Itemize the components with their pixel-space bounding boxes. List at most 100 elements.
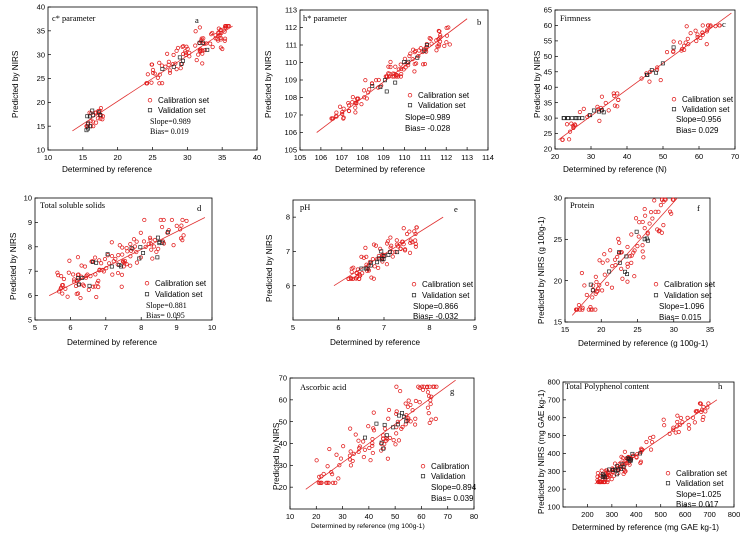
panel-h-points xyxy=(595,401,711,485)
panel-b-calibration-point xyxy=(393,64,398,69)
panel-f-calibration-point xyxy=(659,197,665,202)
panel-h-calibration-point xyxy=(662,423,667,428)
panel-d-calibration-point xyxy=(95,280,100,286)
panel-b-xtick-label: 107 xyxy=(336,153,349,162)
panel-d-legend-validation-marker xyxy=(144,292,150,297)
panel-g-xlabel: Determined by reference (mg 100g-1) xyxy=(311,523,425,530)
panel-b-calibration-point xyxy=(376,77,381,83)
panel-d-validation-point xyxy=(155,235,160,240)
panel-b-xlabel: Determined by reference xyxy=(335,165,426,174)
panel-e-ylabel: Predicted by NIRS xyxy=(265,234,274,302)
panel-f-calibration-point xyxy=(579,270,584,276)
panel-g-calibration-point xyxy=(394,431,399,436)
panel-g-calibration-point xyxy=(400,424,405,429)
panel-h-calibration-point xyxy=(627,462,632,467)
panel-g-calibration-point xyxy=(329,469,334,475)
panel-f-protein: Protein f Calibration set Validation set… xyxy=(537,194,716,348)
panel-e-calibration-point xyxy=(370,256,375,262)
panel-g-calibration-point xyxy=(370,437,375,442)
panel-d-calibration-point xyxy=(109,240,114,245)
panel-g-ytick-label: 20 xyxy=(279,483,287,492)
panel-a-calibration-point xyxy=(196,52,201,57)
panel-e-letter: e xyxy=(454,204,458,214)
panel-a-calibration-point xyxy=(149,80,154,85)
panel-c-validation-point xyxy=(649,68,654,73)
panel-b-validation-point xyxy=(406,59,411,64)
panel-c-calibration-point xyxy=(700,30,705,35)
panel-f-calibration-point xyxy=(612,257,618,262)
panel-c-calibration-point xyxy=(603,100,608,106)
panel-b-calibration-point xyxy=(384,74,389,79)
panel-c-xtick-label: 70 xyxy=(731,152,739,161)
panel-f-calibration-point xyxy=(608,248,613,253)
panel-a-ytick-label: 40 xyxy=(37,3,45,12)
panel-e-calibration-point xyxy=(361,255,366,260)
panel-g-validation-point xyxy=(382,422,387,427)
panel-f-calibration-point xyxy=(650,216,655,221)
panel-e-calibration-point xyxy=(374,257,379,262)
panel-a-validation-point xyxy=(205,47,210,52)
panel-a-calibration-point xyxy=(210,30,215,36)
panel-a-calibration-point xyxy=(150,70,156,76)
panel-a-ytick-label: 20 xyxy=(37,98,45,107)
panel-b-calibration-point xyxy=(401,67,406,72)
panel-f-calibration-point xyxy=(590,307,595,312)
panel-c-calibration-point xyxy=(655,65,660,70)
panel-d-calibration-point xyxy=(184,218,189,223)
panel-d-calibration-point xyxy=(119,272,125,277)
panel-d-calibration-point xyxy=(120,245,125,250)
panel-f-xlabel: Determined by reference (g 100g-1) xyxy=(578,339,708,348)
panel-e-calibration-point xyxy=(402,248,408,253)
panel-c-calibration-point xyxy=(671,39,676,44)
panel-d-calibration-point xyxy=(59,274,64,279)
panel-h-calibration-point xyxy=(667,431,672,436)
panel-g-letter: g xyxy=(450,386,455,396)
panel-a-calibration-point xyxy=(178,66,183,71)
panel-b-calibration-point xyxy=(444,33,450,38)
panel-c-firmness: Firmness c Calibration set Validation se… xyxy=(533,6,739,174)
panel-g-calibration-point xyxy=(413,422,418,427)
panel-h-plot-frame xyxy=(562,381,735,508)
panel-e-slope: Slope=0.866 xyxy=(413,302,459,311)
panel-g-xtick-label: 30 xyxy=(338,512,346,521)
panel-f-letter: f xyxy=(697,203,700,213)
panel-a-calibration-point xyxy=(209,32,214,37)
panel-g-ytick-label: 60 xyxy=(279,395,287,404)
panel-g-xtick-label: 20 xyxy=(312,512,320,521)
panel-g-calibration-point xyxy=(429,394,434,399)
panel-c-calibration-point xyxy=(567,129,573,134)
panel-h-calibration-point xyxy=(677,422,683,428)
panel-g-calibration-point xyxy=(398,389,403,394)
panel-c-xtick-label: 60 xyxy=(695,152,703,161)
panel-g-calibration-point xyxy=(370,450,375,456)
panel-d-calibration-point xyxy=(178,227,183,232)
panel-c-calibration-point xyxy=(639,76,644,81)
panel-f-calibration-point xyxy=(637,220,642,225)
panel-f-ylabel: Predicted by NIRS (g 100g-1) xyxy=(537,216,546,324)
panel-e-calibration-point xyxy=(413,241,418,247)
panel-f-calibration-point xyxy=(627,254,633,259)
panel-e-validation-point xyxy=(381,257,386,261)
panel-f-calibration-point xyxy=(625,264,630,269)
panel-d-total-soluble-solids: Total soluble solids d Calibration set V… xyxy=(9,194,216,347)
panel-d-calibration-point xyxy=(55,270,60,275)
panel-g-calibration-point xyxy=(366,424,371,429)
panel-a-ticks: 10 15 20 25 30 35 40 10 15 20 25 30 35 40 xyxy=(37,3,262,162)
panel-a-calibration-point xyxy=(213,33,218,38)
panel-d-validation-point xyxy=(91,260,96,265)
panel-b-calibration-point xyxy=(386,64,391,69)
panel-g-calibration-point xyxy=(408,419,413,424)
panel-f-calibration-point xyxy=(602,272,607,277)
panel-d-calibration-point xyxy=(142,217,147,223)
panel-d-calibration-point xyxy=(97,268,102,273)
panel-e-calibration-point xyxy=(348,276,353,281)
panel-d-calibration-point xyxy=(156,246,161,251)
panel-g-calibration-point xyxy=(321,471,326,477)
panel-h-validation-point xyxy=(611,468,616,472)
panel-g-validation-point xyxy=(374,421,379,426)
panel-d-validation-point xyxy=(165,230,170,235)
panel-c-calibration-point xyxy=(615,104,620,109)
panel-f-ytick-label: 30 xyxy=(554,194,562,203)
panel-e-calibration-point xyxy=(401,242,406,247)
panel-d-calibration-point xyxy=(115,270,121,276)
